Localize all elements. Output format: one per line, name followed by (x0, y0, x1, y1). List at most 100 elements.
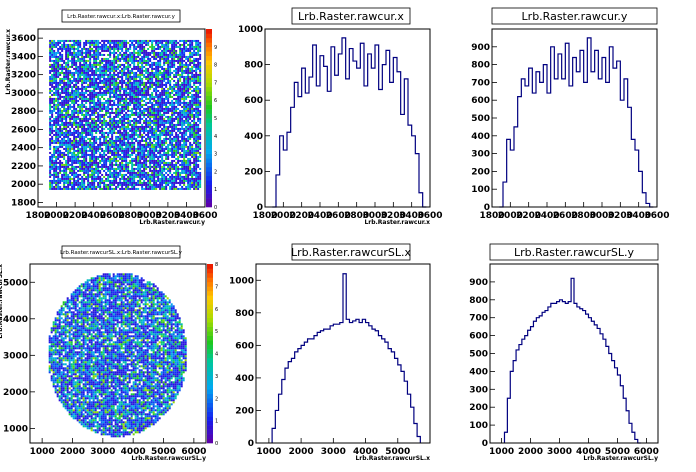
heatmap-cell (121, 169, 124, 172)
heatmap-cell (173, 149, 176, 152)
heatmap-cell (83, 81, 86, 84)
heatmap-cell (63, 157, 66, 160)
heatmap-cell (71, 187, 74, 190)
heatmap-cell (111, 121, 114, 124)
heatmap-cell (51, 41, 54, 44)
heatmap-cell (197, 61, 200, 64)
heatmap-cell (191, 77, 194, 80)
heatmap-cell (55, 41, 58, 44)
heatmap-cell (125, 113, 128, 116)
heatmap-cell (79, 97, 82, 100)
heatmap-cell (119, 161, 122, 164)
heatmap-cell (67, 97, 70, 100)
heatmap-cell (91, 145, 94, 148)
heatmap-cell (183, 149, 186, 152)
heatmap-cell (97, 127, 100, 130)
heatmap-cell (141, 163, 144, 166)
heatmap-cell (147, 185, 150, 188)
heatmap-cell (57, 69, 60, 72)
heatmap-cell (105, 135, 108, 138)
heatmap-cell (115, 147, 118, 150)
y-tick-label: 3400 (11, 52, 36, 62)
heatmap-cell (65, 93, 68, 96)
heatmap-cell (187, 65, 190, 68)
heatmap-cell (139, 103, 142, 106)
heatmap-cell (105, 187, 108, 190)
heatmap-cell (141, 39, 144, 42)
heatmap-cell (53, 79, 56, 82)
heatmap-cell (103, 123, 106, 126)
heatmap-cell (65, 89, 68, 92)
heatmap-cell (99, 73, 102, 76)
heatmap-cell (127, 151, 130, 154)
heatmap-cell (153, 55, 156, 58)
heatmap-cell (197, 151, 200, 154)
heatmap-cell (63, 173, 66, 176)
heatmap-cell (65, 117, 68, 120)
heatmap-cell (167, 67, 170, 70)
heatmap-cell (69, 151, 72, 154)
heatmap-cell (133, 131, 136, 134)
heatmap-cell (167, 99, 170, 102)
heatmap-cell (89, 107, 92, 110)
heatmap-cell (165, 59, 168, 62)
heatmap-cell (105, 65, 108, 68)
heatmap-cell (151, 103, 154, 106)
heatmap-cell (63, 103, 66, 106)
heatmap-cell (137, 141, 140, 144)
heatmap-cell (119, 87, 122, 90)
heatmap-cell (143, 155, 146, 158)
heatmap-cell (85, 63, 88, 66)
heatmap-cell (113, 125, 116, 128)
heatmap-cell (75, 129, 78, 132)
heatmap-cell (93, 119, 96, 122)
heatmap-cell (193, 181, 196, 184)
heatmap-cell (73, 77, 76, 80)
heatmap-cell (69, 139, 72, 142)
heatmap-cell (139, 117, 142, 120)
heatmap-cell (163, 187, 166, 190)
heatmap-cell (113, 147, 116, 150)
heatmap-cell (151, 39, 154, 42)
heatmap-cell (71, 177, 74, 180)
heatmap-cell (177, 159, 180, 162)
heatmap-cell (185, 83, 188, 86)
heatmap-cell (71, 165, 74, 168)
heatmap-cell (135, 93, 138, 96)
heatmap-cell (117, 159, 120, 162)
heatmap-cell (197, 63, 200, 66)
heatmap-cell (191, 153, 194, 156)
heatmap-cell (195, 105, 198, 108)
heatmap-cell (121, 81, 124, 84)
heatmap-cell (65, 87, 68, 90)
heatmap-cell (121, 45, 124, 48)
heatmap-cell (147, 101, 150, 104)
heatmap-cell (141, 41, 144, 44)
heatmap-cell (71, 151, 74, 154)
heatmap-cell (135, 91, 138, 94)
heatmap-cell (119, 45, 122, 48)
heatmap-cell (111, 45, 114, 48)
heatmap-cell (71, 131, 74, 134)
title-box (61, 9, 181, 23)
heatmap-cell (113, 145, 116, 148)
heatmap-cell (131, 125, 134, 128)
heatmap-cell (101, 177, 104, 180)
heatmap-cell (183, 87, 186, 90)
heatmap-cell (127, 55, 130, 58)
heatmap-cell (121, 71, 124, 74)
heatmap-cell (97, 53, 100, 56)
heatmap-cell (159, 155, 162, 158)
heatmap-cell (183, 83, 186, 86)
heatmap-cell (145, 97, 148, 100)
heatmap-cell (59, 115, 62, 118)
title-box (291, 7, 411, 25)
heatmap-cell (161, 53, 164, 56)
heatmap-cell (159, 163, 162, 166)
heatmap-cell (93, 105, 96, 108)
heatmap-cell (139, 79, 142, 82)
heatmap-cell (189, 107, 192, 110)
heatmap-cell (189, 185, 192, 188)
heatmap-cell (61, 99, 64, 102)
heatmap-cell (173, 171, 176, 174)
